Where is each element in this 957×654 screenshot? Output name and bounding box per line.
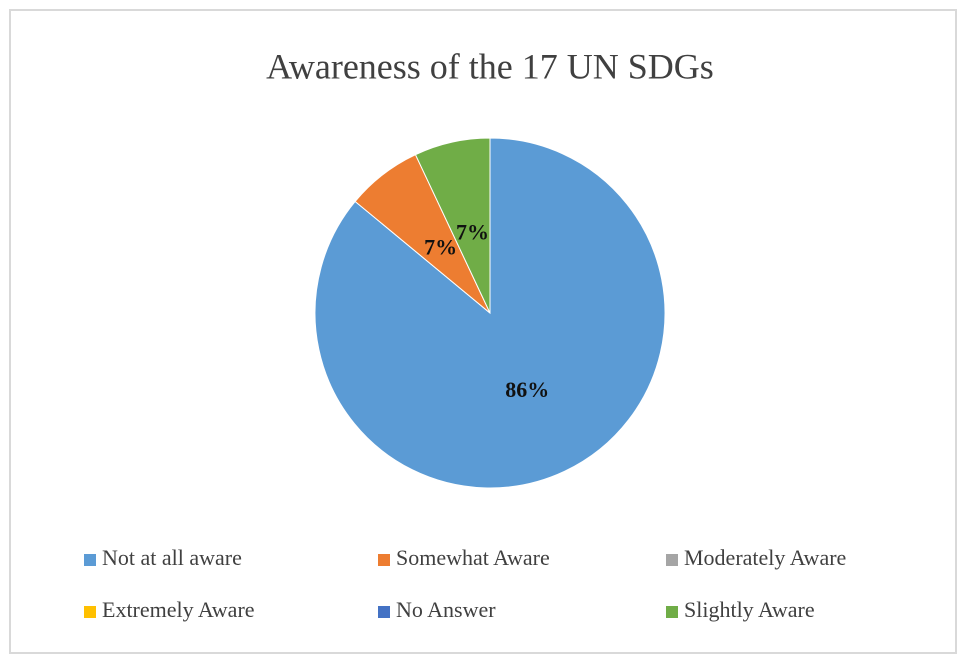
legend-swatch — [84, 606, 96, 618]
data-label: 7% — [424, 234, 457, 259]
legend-label: Extremely Aware — [102, 597, 255, 622]
chart-title: Awareness of the 17 UN SDGs — [266, 46, 714, 86]
legend-label: Moderately Aware — [684, 545, 846, 570]
legend-label: Somewhat Aware — [396, 545, 550, 570]
legend-swatch — [666, 606, 678, 618]
data-label: 86% — [505, 377, 549, 402]
legend-swatch — [84, 554, 96, 566]
legend-label: Not at all aware — [102, 545, 242, 570]
pie-slice — [414, 137, 491, 314]
legend-swatch — [666, 554, 678, 566]
legend-swatch — [378, 606, 390, 618]
legend-swatch — [378, 554, 390, 566]
legend-label: Slightly Aware — [684, 597, 815, 622]
data-label: 7% — [456, 219, 489, 244]
legend-label: No Answer — [396, 597, 496, 622]
